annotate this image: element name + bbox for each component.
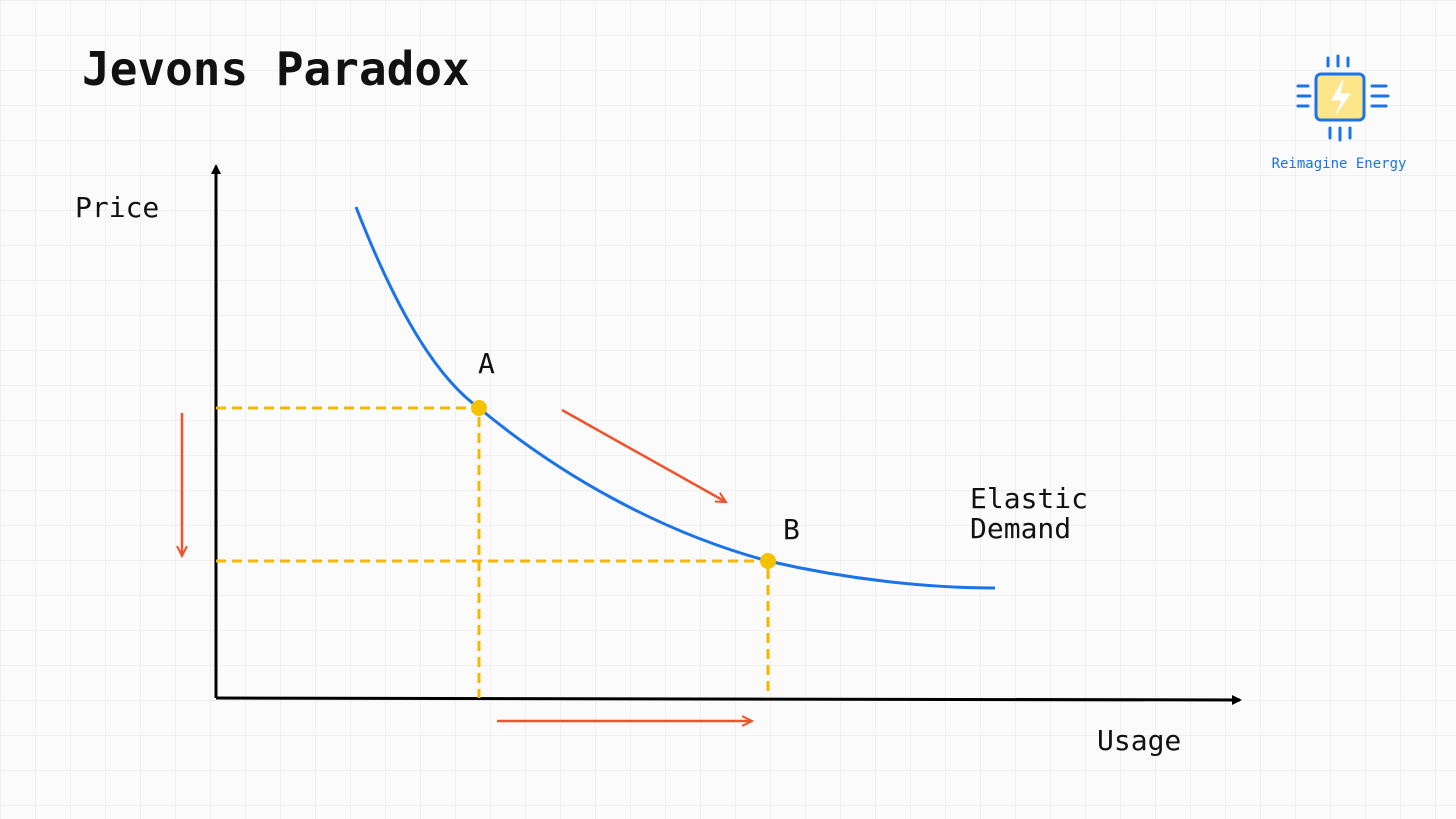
x-axis bbox=[215, 694, 1242, 705]
point-label: A bbox=[478, 347, 495, 380]
point-b bbox=[760, 553, 776, 569]
movement-arrows bbox=[182, 408, 752, 721]
demand-curve bbox=[354, 206, 996, 590]
point-a bbox=[471, 400, 487, 416]
curve-label: Elastic bbox=[970, 482, 1088, 515]
logo bbox=[1296, 54, 1390, 142]
logo-text: Reimagine Energy bbox=[1272, 156, 1407, 172]
x-axis-label: Usage bbox=[1097, 724, 1181, 757]
y-axis-label: Price bbox=[75, 191, 159, 224]
point-label: B bbox=[783, 513, 800, 546]
title: Jevons Paradox bbox=[82, 42, 470, 96]
curve-label: Demand bbox=[970, 512, 1071, 545]
